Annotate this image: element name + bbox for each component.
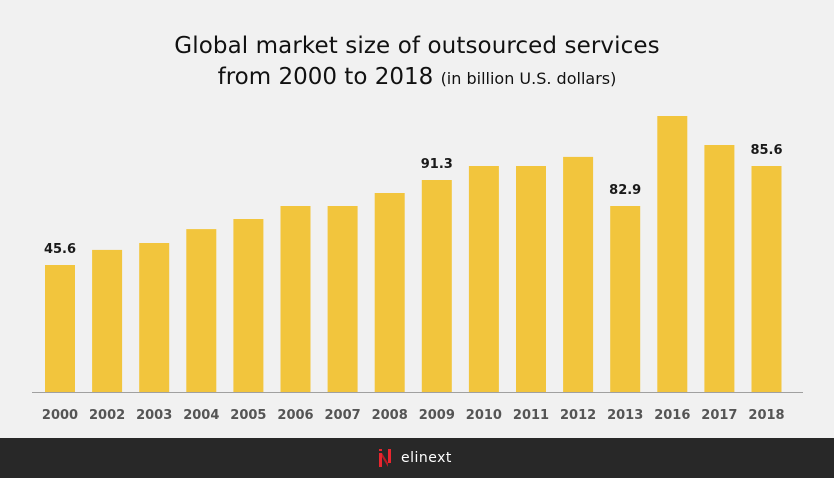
x-tick-label: 2004 <box>183 408 219 423</box>
chart-title-main: from 2000 to 2018 <box>217 64 434 90</box>
bar-2000 <box>45 265 75 392</box>
elinext-logo-icon <box>379 449 391 467</box>
bar-2007 <box>327 206 358 392</box>
x-tick-label: 2005 <box>230 408 266 423</box>
x-tick-label: 2017 <box>701 408 737 423</box>
bar-2005 <box>233 219 264 392</box>
elinext-logo-text: elinext <box>401 450 452 466</box>
bar-2018 <box>751 166 782 392</box>
x-tick-label: 2002 <box>89 408 125 423</box>
chart-title-units: (in billion U.S. dollars) <box>440 69 617 88</box>
x-tick-label: 2000 <box>42 408 78 423</box>
data-label-2009: 91.3 <box>421 157 453 172</box>
x-tick-label: 2010 <box>466 408 502 423</box>
bar-2010 <box>468 166 499 392</box>
bar-2006 <box>280 206 311 392</box>
elinext-logo[interactable]: elinext <box>378 448 452 468</box>
bar-2002 <box>92 249 123 392</box>
chart-title-line1: Global market size of outsourced service… <box>174 33 660 59</box>
x-tick-label: 2012 <box>560 408 596 423</box>
bar-2003 <box>139 243 170 392</box>
x-tick-label: 2007 <box>325 408 361 423</box>
bar-2004 <box>186 229 217 392</box>
x-tick-label: 2018 <box>748 408 784 423</box>
x-tick-label: 2008 <box>372 408 408 423</box>
x-tick-label: 2006 <box>277 408 313 423</box>
bar-chart: 2000 45.6 2002 2003 2004 2005 2006 2007 2008 2009… <box>32 116 803 423</box>
chart-title-line2: from 2000 to 2018 (in billion U.S. dolla… <box>0 64 834 90</box>
x-tick-label: 2009 <box>419 408 455 423</box>
x-tick-label: 2016 <box>654 408 690 423</box>
bar-2016 <box>657 116 688 392</box>
bar-2012 <box>563 156 594 392</box>
data-label-2013: 82.9 <box>609 183 641 198</box>
x-tick-label: 2011 <box>513 408 549 423</box>
bar-2009 <box>421 180 452 392</box>
data-label-2018: 85.6 <box>750 143 782 158</box>
bar-2013 <box>610 206 641 392</box>
x-tick-label: 2013 <box>607 408 643 423</box>
data-label-2000: 45.6 <box>44 242 76 257</box>
bar-2017 <box>704 145 735 392</box>
x-tick-label: 2003 <box>136 408 172 423</box>
bar-2011 <box>516 166 546 392</box>
footer-bar: elinext <box>0 438 834 478</box>
bar-2008 <box>374 193 405 392</box>
